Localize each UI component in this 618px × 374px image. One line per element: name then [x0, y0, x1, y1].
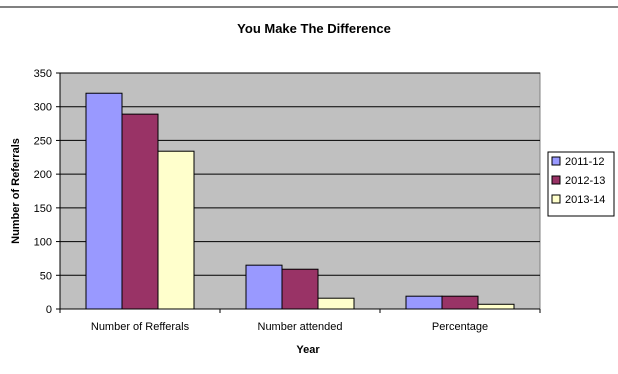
x-axis-ticks: Number of Refferals Number attended Percen… — [59, 309, 541, 333]
y-tick-label: 100 — [34, 237, 52, 249]
x-tick-label: Number attended — [258, 321, 343, 333]
y-tick-label: 50 — [40, 270, 52, 282]
legend-swatch — [551, 156, 561, 166]
legend: 2011-12 2012-13 2013-14 — [547, 151, 615, 217]
x-tick-label: Percentage — [432, 321, 488, 333]
bar — [121, 113, 159, 310]
legend-label: 2012-13 — [565, 175, 605, 187]
y-tick-label: 150 — [34, 203, 52, 215]
legend-swatch — [551, 194, 561, 204]
y-tick-label: 200 — [34, 169, 52, 181]
bar — [441, 295, 479, 310]
x-tick-label: Number of Refferals — [91, 321, 190, 333]
y-axis-title: Number of Referrals — [10, 138, 22, 244]
bar — [281, 268, 319, 310]
legend-label: 2011-12 — [565, 156, 605, 168]
y-tick-label: 350 — [34, 68, 52, 80]
y-tick-label: 0 — [46, 304, 52, 316]
bar — [317, 297, 355, 310]
bar — [85, 92, 123, 310]
bar — [245, 264, 283, 310]
bar — [405, 295, 443, 310]
legend-swatch — [551, 175, 561, 185]
y-tick-label: 300 — [34, 102, 52, 114]
bars — [85, 92, 515, 310]
y-tick-label: 250 — [34, 135, 52, 147]
legend-label: 2013-14 — [565, 194, 605, 206]
x-axis-title: Year — [296, 344, 320, 356]
bar — [477, 303, 515, 310]
chart-title: You Make The Difference — [237, 21, 391, 36]
bar — [157, 150, 195, 310]
y-axis-ticks: 0 50 100 150 200 250 300 350 — [34, 68, 60, 316]
